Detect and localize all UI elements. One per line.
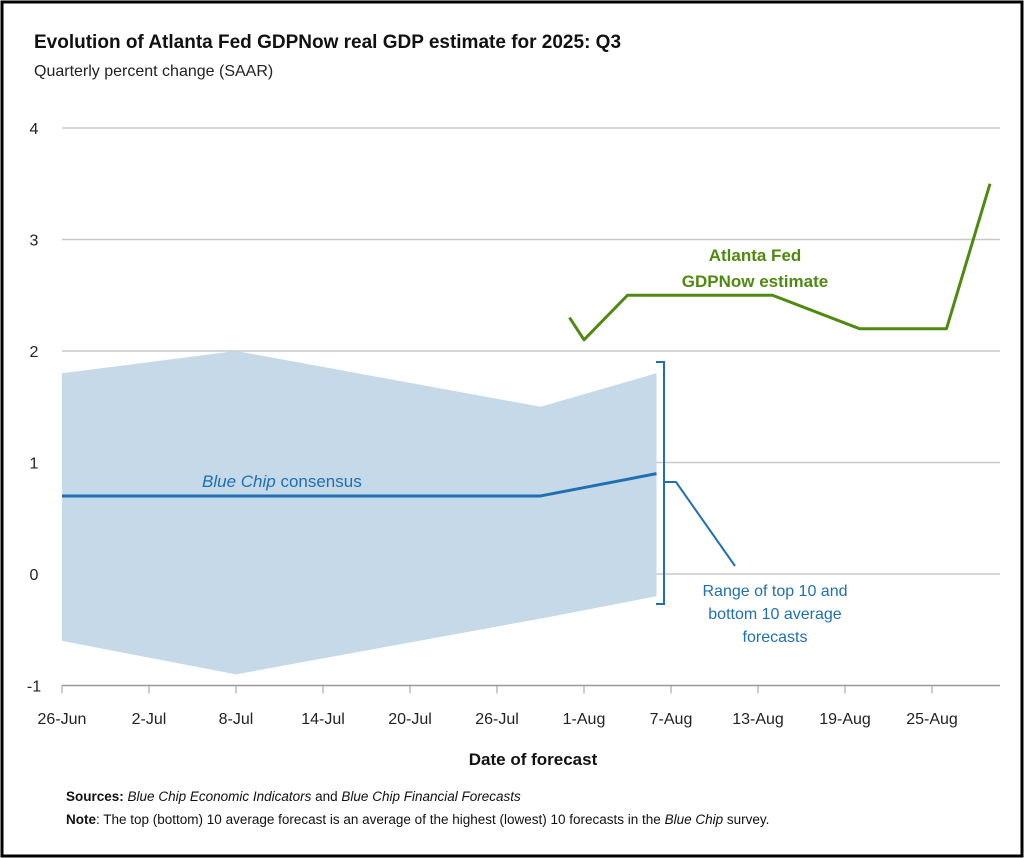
sources-italic2: Blue Chip Financial Forecasts [341, 789, 521, 804]
y-tick-label: -1 [27, 679, 41, 696]
x-tick-label: 14-Jul [301, 711, 345, 728]
chart-subtitle: Quarterly percent change (SAAR) [34, 63, 273, 80]
x-axis-label: Date of forecast [469, 750, 598, 769]
note-footnote: Note: The top (bottom) 10 average foreca… [66, 812, 769, 827]
sources-italic1: Blue Chip Economic Indicators [128, 789, 312, 804]
y-tick-label: 3 [30, 233, 39, 250]
x-tick-label: 2-Jul [132, 711, 167, 728]
range-label-line3: forecasts [743, 629, 808, 646]
blue-chip-label: Blue Chip consensus [202, 472, 362, 491]
chart-title: Evolution of Atlanta Fed GDPNow real GDP… [34, 32, 621, 53]
range-label-line1: Range of top 10 and [702, 583, 847, 600]
x-tick-label: 26-Jul [475, 711, 519, 728]
sources-footnote: Sources: Blue Chip Economic Indicators a… [66, 789, 521, 804]
range-label-line2: bottom 10 average [708, 606, 842, 623]
gdpnow-label-line2: GDPNow estimate [682, 272, 828, 291]
x-tick-label: 8-Jul [219, 711, 254, 728]
x-tick-label: 26-Jun [38, 711, 87, 728]
sources-label: Sources: [66, 789, 124, 804]
x-tick-label: 1-Aug [563, 711, 606, 728]
y-tick-label: 0 [30, 567, 39, 584]
blue-chip-label-rest: consensus [276, 472, 362, 491]
note-italic: Blue Chip [665, 812, 724, 827]
x-tick-label: 7-Aug [650, 711, 693, 728]
x-tick-label: 25-Aug [906, 711, 958, 728]
x-tick-label: 13-Aug [732, 711, 784, 728]
sources-and: and [311, 789, 341, 804]
y-tick-label: 1 [30, 456, 39, 473]
x-tick-label: 19-Aug [819, 711, 871, 728]
note-text1: : The top (bottom) 10 average forecast i… [96, 812, 665, 827]
forecast-range-band [62, 351, 657, 675]
gdpnow-label-line1: Atlanta Fed [709, 246, 802, 265]
note-text2: survey. [723, 812, 769, 827]
y-tick-label: 2 [30, 344, 39, 361]
y-tick-label: 4 [30, 121, 39, 138]
note-label: Note [66, 812, 96, 827]
blue-chip-label-italic: Blue Chip [202, 472, 276, 491]
x-tick-label: 20-Jul [388, 711, 432, 728]
range-bracket [656, 361, 736, 605]
